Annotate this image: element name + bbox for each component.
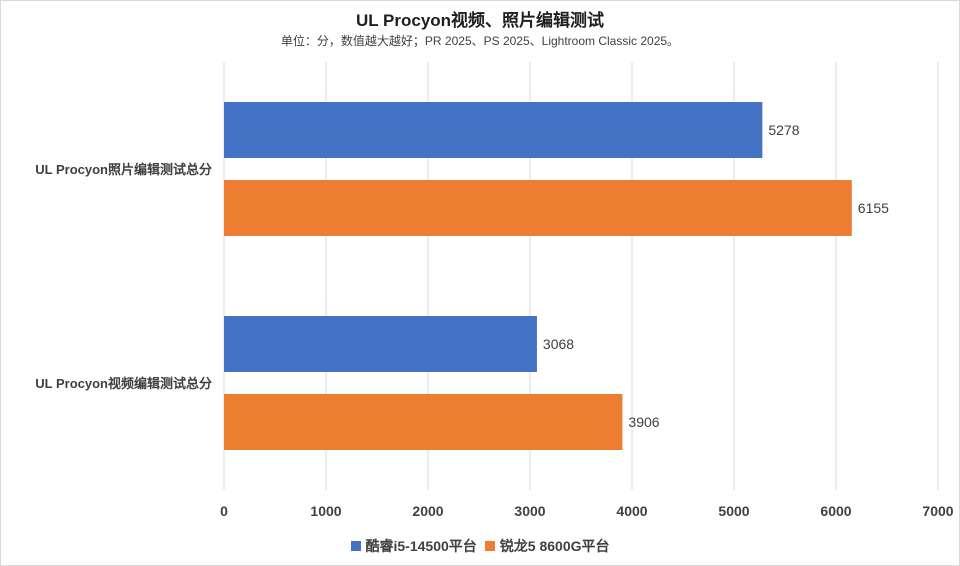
x-tick-label-0: 0 bbox=[220, 503, 228, 519]
bar-1-1 bbox=[224, 394, 623, 450]
chart-subtitle: 单位：分，数值越大越好；PR 2025、PS 2025、Lightroom Cl… bbox=[280, 34, 680, 48]
bar-0-0 bbox=[224, 102, 763, 158]
x-tick-label-6: 6000 bbox=[820, 503, 851, 519]
legend-item-series-0: 酷睿i5-14500平台 bbox=[350, 536, 477, 556]
legend-swatch-series-1 bbox=[484, 541, 495, 551]
data-label-1-0: 3068 bbox=[543, 336, 574, 352]
bar-1-0 bbox=[224, 316, 537, 372]
data-label-1-1: 3906 bbox=[628, 414, 659, 430]
x-tick-label-3: 3000 bbox=[514, 503, 545, 519]
legend-swatch-series-0 bbox=[350, 541, 361, 551]
x-tick-label-2: 2000 bbox=[412, 503, 443, 519]
chart-title: UL Procyon视频、照片编辑测试 bbox=[355, 11, 605, 30]
x-tick-label-1: 1000 bbox=[310, 503, 341, 519]
x-tick-label-5: 5000 bbox=[718, 503, 749, 519]
x-tick-label-7: 7000 bbox=[922, 503, 953, 519]
legend: 酷睿i5-14500平台 锐龙5 8600G平台 bbox=[0, 536, 960, 556]
legend-item-series-1: 锐龙5 8600G平台 bbox=[484, 536, 610, 556]
x-tick-label-4: 4000 bbox=[616, 503, 647, 519]
data-label-0-0: 5278 bbox=[768, 122, 799, 138]
data-label-0-1: 6155 bbox=[858, 200, 889, 216]
legend-label-series-1: 锐龙5 8600G平台 bbox=[499, 538, 610, 554]
category-label-0: UL Procyon照片编辑测试总分 bbox=[35, 162, 212, 177]
category-label-1: UL Procyon视频编辑测试总分 bbox=[35, 376, 212, 391]
bar-0-1 bbox=[224, 180, 852, 236]
legend-label-series-0: 酷睿i5-14500平台 bbox=[365, 538, 477, 554]
